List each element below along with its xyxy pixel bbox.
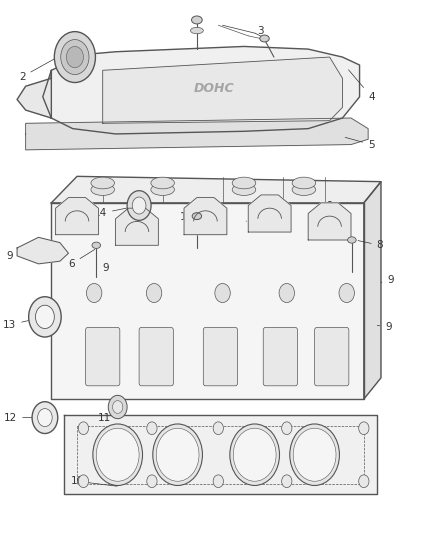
Text: 7: 7: [329, 230, 336, 240]
Text: 9: 9: [381, 274, 394, 285]
Circle shape: [127, 191, 151, 220]
Text: 10: 10: [71, 477, 117, 486]
Text: 2: 2: [19, 59, 55, 82]
Circle shape: [78, 422, 88, 434]
Circle shape: [147, 422, 157, 434]
Ellipse shape: [151, 184, 174, 196]
Circle shape: [156, 428, 199, 481]
Text: 9: 9: [102, 263, 110, 273]
Ellipse shape: [91, 184, 114, 196]
Circle shape: [78, 475, 88, 488]
Circle shape: [32, 402, 58, 433]
Ellipse shape: [292, 184, 316, 196]
Text: 5: 5: [345, 138, 375, 150]
Polygon shape: [17, 237, 68, 264]
Circle shape: [359, 422, 369, 434]
Ellipse shape: [292, 177, 316, 189]
Circle shape: [290, 424, 339, 486]
Ellipse shape: [232, 177, 256, 189]
Text: 11: 11: [98, 413, 119, 423]
Circle shape: [339, 284, 354, 303]
Circle shape: [146, 284, 162, 303]
Polygon shape: [184, 198, 227, 235]
Circle shape: [282, 422, 292, 434]
Circle shape: [213, 475, 223, 488]
Ellipse shape: [192, 213, 201, 220]
Circle shape: [86, 284, 102, 303]
Ellipse shape: [151, 177, 174, 189]
Circle shape: [96, 428, 139, 481]
Polygon shape: [51, 176, 381, 203]
Polygon shape: [248, 195, 291, 232]
Text: 8: 8: [358, 240, 383, 251]
Ellipse shape: [92, 242, 101, 248]
Polygon shape: [64, 415, 377, 495]
Text: 3: 3: [257, 26, 263, 36]
Circle shape: [132, 197, 146, 214]
Polygon shape: [308, 203, 351, 240]
Text: DOHC: DOHC: [194, 83, 234, 95]
Ellipse shape: [191, 27, 203, 34]
Text: 13: 13: [3, 318, 42, 330]
Ellipse shape: [191, 16, 202, 24]
Text: 14: 14: [94, 206, 136, 219]
Polygon shape: [102, 57, 343, 123]
Polygon shape: [364, 182, 381, 399]
Text: 12: 12: [4, 413, 42, 423]
FancyBboxPatch shape: [314, 327, 349, 386]
Polygon shape: [56, 198, 99, 235]
Circle shape: [233, 428, 276, 481]
Circle shape: [293, 428, 336, 481]
Text: 9: 9: [246, 206, 255, 221]
Circle shape: [230, 424, 279, 486]
Text: 6: 6: [68, 249, 95, 269]
Circle shape: [213, 422, 223, 434]
FancyBboxPatch shape: [85, 327, 120, 386]
Ellipse shape: [260, 35, 269, 42]
FancyBboxPatch shape: [263, 327, 297, 386]
Circle shape: [54, 31, 95, 83]
Circle shape: [108, 395, 127, 419]
Text: 6: 6: [319, 200, 332, 212]
Ellipse shape: [91, 177, 114, 189]
Text: 9: 9: [6, 251, 32, 261]
FancyBboxPatch shape: [139, 327, 173, 386]
Circle shape: [35, 305, 54, 328]
Circle shape: [147, 475, 157, 488]
Circle shape: [113, 401, 123, 414]
Polygon shape: [116, 208, 159, 245]
Polygon shape: [43, 46, 360, 134]
Circle shape: [66, 46, 84, 68]
Circle shape: [61, 39, 89, 75]
Ellipse shape: [232, 184, 256, 196]
Text: 15: 15: [179, 212, 198, 222]
Ellipse shape: [348, 237, 356, 243]
Polygon shape: [17, 70, 51, 118]
Circle shape: [359, 475, 369, 488]
Circle shape: [153, 424, 202, 486]
Circle shape: [28, 297, 61, 337]
Circle shape: [93, 424, 142, 486]
Polygon shape: [26, 118, 368, 150]
Text: 4: 4: [349, 70, 375, 102]
Circle shape: [215, 284, 230, 303]
Text: 9: 9: [377, 322, 392, 333]
Polygon shape: [51, 203, 364, 399]
FancyBboxPatch shape: [203, 327, 237, 386]
Circle shape: [282, 475, 292, 488]
Circle shape: [279, 284, 294, 303]
Circle shape: [38, 409, 52, 426]
